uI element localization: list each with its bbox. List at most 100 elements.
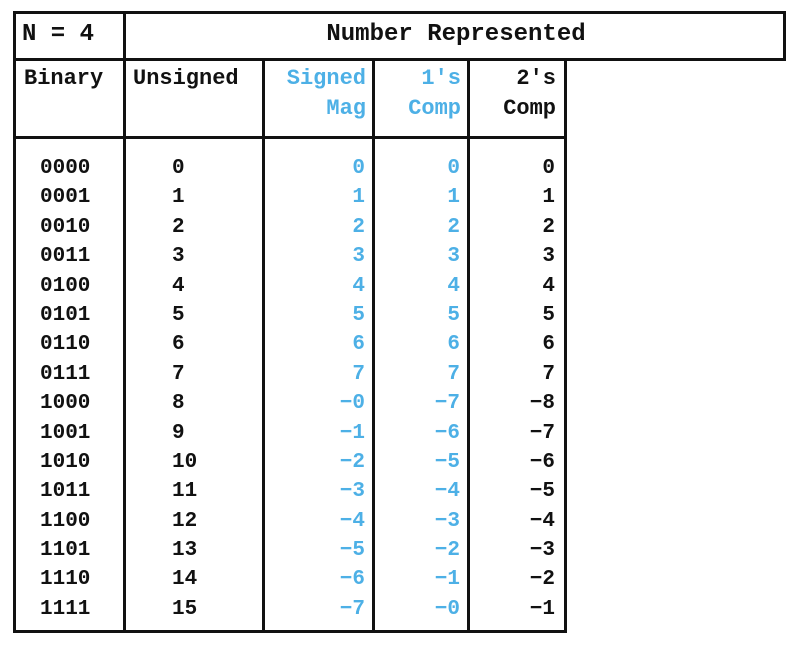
cell-ones-comp: −3 [434,509,460,533]
cell-ones-comp: −6 [434,421,460,445]
divider-unsigned-signed [262,58,265,633]
cell-signed-mag: −1 [339,421,365,445]
cell-binary: 1100 [40,509,91,533]
cell-ones-comp: 7 [447,362,460,386]
cell-unsigned: 8 [172,392,185,416]
divider-signed-ones [372,58,375,633]
header-binary: Binary [24,66,104,91]
header-rule [13,136,567,139]
cell-ones-comp: 5 [447,303,460,327]
column-binary: 0000 0001 0010 0011 0100 0101 0110 0111 1000 1001… [40,154,104,624]
cell-binary: 1011 [40,480,91,504]
cell-ones-comp: 4 [447,274,460,298]
cell-ones-comp: −0 [434,597,460,621]
cell-twos-comp: 6 [542,333,555,357]
divider-ones-twos [467,58,470,633]
cell-unsigned: 14 [172,568,198,592]
cell-ones-comp: −5 [434,450,460,474]
cell-signed-mag: 1 [352,186,365,210]
cell-twos-comp: 2 [542,215,555,239]
cell-unsigned: 1 [172,186,185,210]
header-ones-comp: Comp [408,96,461,121]
cell-twos-comp: 4 [542,274,555,298]
cell-signed-mag: −0 [339,392,365,416]
column-twos-comp: 0 1 2 3 4 5 6 7 −8 −7 −6 −5 −4 −3 −2 −1 [485,154,555,624]
cell-twos-comp: −6 [529,450,555,474]
cell-signed-mag: 0 [352,157,365,180]
column-unsigned: 0 1 2 3 4 5 6 7 8 9 10 11 12 13 14 15 [172,154,222,624]
cell-binary: 1110 [40,568,91,592]
cell-unsigned: 13 [172,539,198,563]
cell-ones-comp: −2 [434,539,460,563]
cell-signed-mag: 3 [352,245,365,269]
cell-unsigned: 11 [172,480,198,504]
column-signed-mag: 0 1 2 3 4 5 6 7 −0 −1 −2 −3 −4 −5 −6 −7 [290,154,365,624]
cell-binary: 0000 [40,157,91,180]
cell-signed-mag: 6 [352,333,365,357]
header-twos-comp: Comp [503,96,556,121]
header-twos: 2's [516,66,556,91]
cell-twos-comp: 0 [542,157,555,180]
cell-binary: 0111 [40,362,91,386]
cell-twos-comp: −4 [529,509,555,533]
cell-binary: 0001 [40,186,91,210]
cell-binary: 1010 [40,450,91,474]
cell-signed-mag: −7 [339,597,365,621]
n-label: N = 4 [22,21,95,48]
cell-unsigned: 4 [172,274,185,298]
cell-binary: 1111 [40,597,91,621]
cell-unsigned: 12 [172,509,198,533]
header-signed: Signed [286,66,366,91]
cell-ones-comp: 3 [447,245,460,269]
cell-signed-mag: 7 [352,362,365,386]
cell-ones-comp: 1 [447,186,460,210]
cell-unsigned: 10 [172,450,198,474]
cell-signed-mag: 4 [352,274,365,298]
cell-signed-mag: 2 [352,215,365,239]
cell-binary: 1000 [40,392,91,416]
header-unsigned: Unsigned [133,66,239,91]
cell-twos-comp: 5 [542,303,555,327]
cell-signed-mag: −4 [339,509,365,533]
cell-binary: 0010 [40,215,91,239]
cell-twos-comp: 3 [542,245,555,269]
cell-signed-mag: 5 [352,303,365,327]
header-ones: 1's [421,66,461,91]
cell-binary: 0101 [40,303,91,327]
divider-binary-unsigned [123,58,126,633]
cell-unsigned: 9 [172,421,185,445]
cell-twos-comp: −1 [529,597,555,621]
cell-signed-mag: −2 [339,450,365,474]
cell-ones-comp: −4 [434,480,460,504]
cell-unsigned: 5 [172,303,185,327]
cell-signed-mag: −5 [339,539,365,563]
cell-unsigned: 15 [172,597,198,621]
cell-twos-comp: −3 [529,539,555,563]
cell-ones-comp: 6 [447,333,460,357]
cell-binary: 1001 [40,421,91,445]
cell-unsigned: 7 [172,362,185,386]
cell-twos-comp: 1 [542,186,555,210]
cell-twos-comp: −7 [529,421,555,445]
table-title: Number Represented [326,21,586,48]
cell-twos-comp: −8 [529,392,555,416]
cell-twos-comp: −5 [529,480,555,504]
header-mag: Mag [326,96,366,121]
cell-binary: 0110 [40,333,91,357]
cell-ones-comp: 2 [447,215,460,239]
cell-twos-comp: −2 [529,568,555,592]
cell-ones-comp: −7 [434,392,460,416]
cell-signed-mag: −3 [339,480,365,504]
cell-unsigned: 2 [172,215,185,239]
column-ones-comp: 0 1 2 3 4 5 6 7 −7 −6 −5 −4 −3 −2 −1 −0 [390,154,460,624]
cell-ones-comp: −1 [434,568,460,592]
cell-binary: 0100 [40,274,91,298]
cell-unsigned: 6 [172,333,185,357]
cell-binary: 0011 [40,245,91,269]
cell-signed-mag: −6 [339,568,365,592]
cell-unsigned: 0 [172,157,185,180]
cell-unsigned: 3 [172,245,185,269]
cell-binary: 1101 [40,539,91,563]
cell-twos-comp: 7 [542,362,555,386]
cell-ones-comp: 0 [447,157,460,180]
